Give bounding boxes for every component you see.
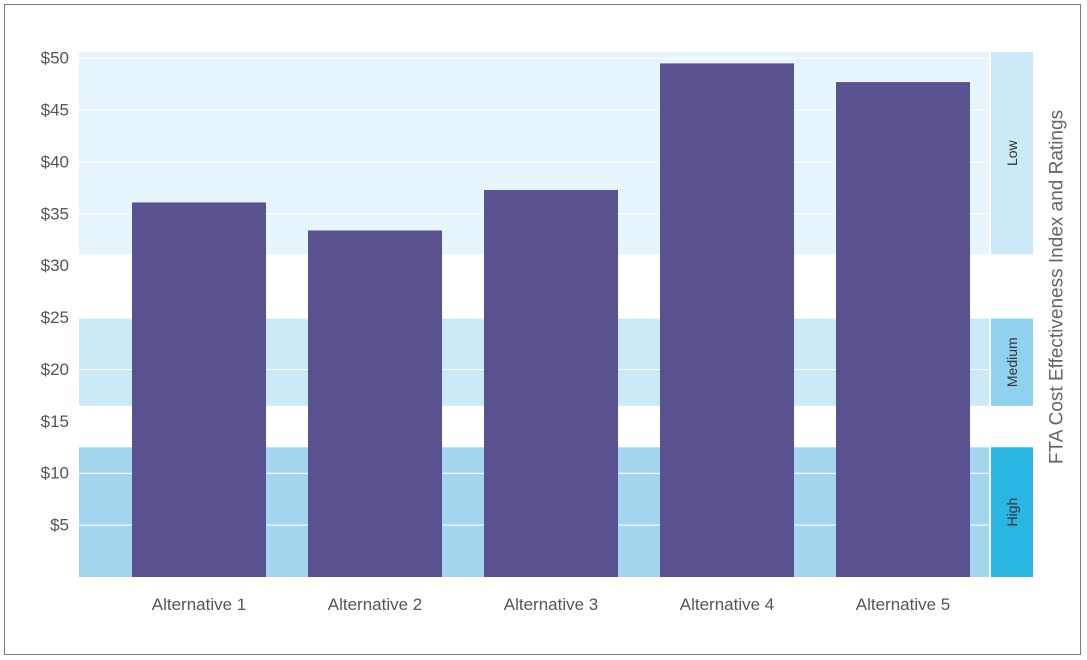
x-tick-label: Alternative 4 [680,595,775,614]
rating-label-high: High [1004,498,1020,527]
y-tick-label: $45 [41,101,69,120]
y-tick-label: $25 [41,308,69,327]
y-tick-label: $10 [41,464,69,483]
y-tick-label: $50 [41,49,69,68]
y-tick-label: $15 [41,412,69,431]
y-tick-label: $20 [41,360,69,379]
x-tick-label: Alternative 1 [152,595,247,614]
bar-alternative-5 [836,82,970,578]
rating-tab-medium [991,318,1033,406]
x-axis: Alternative 1 Alternative 2 Alternative 3 A… [152,595,951,614]
bar-chart: High Medium Low $5 $10 $15 $20 $25 $30 $35 $40 $45… [41,49,1068,614]
bars [132,63,970,578]
y-tick-label: $30 [41,256,69,275]
bar-alternative-4 [660,63,794,578]
bar-alternative-2 [308,230,442,577]
x-tick-label: Alternative 3 [504,595,599,614]
rating-label-medium: Medium [1004,337,1020,387]
y-tick-label: $40 [41,152,69,171]
rating-tab-low [991,52,1033,255]
bar-alternative-3 [484,189,618,577]
y-axis: $5 $10 $15 $20 $25 $30 $35 $40 $45 $50 [41,49,69,535]
rating-tabs: High Medium Low [991,52,1033,577]
rating-tab-high [991,447,1033,577]
x-tick-label: Alternative 2 [328,595,423,614]
rating-label-low: Low [1004,139,1020,166]
y-tick-label: $35 [41,204,69,223]
chart-frame: High Medium Low $5 $10 $15 $20 $25 $30 $35 $40 $45… [4,4,1081,655]
bar-alternative-1 [132,202,266,578]
x-tick-label: Alternative 5 [856,595,951,614]
side-axis-title: FTA Cost Effectiveness Index and Ratings [1047,110,1068,464]
y-tick-label: $5 [50,516,69,535]
